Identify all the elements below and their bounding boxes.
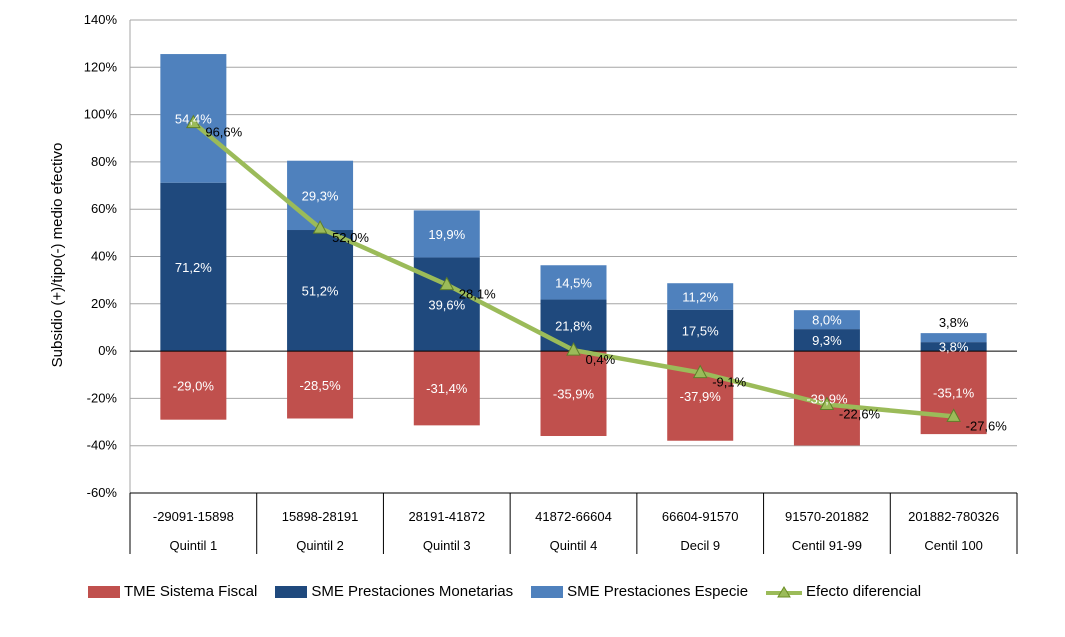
y-axis-ticks: 140% 120% 100% 80% 60% 40% 20% 0% -20% -40% -60% [84,12,118,500]
data-label-monetarias: 9,3% [812,333,842,348]
legend-item-especie: SME Prestaciones Especie [531,583,748,600]
legend-swatch-especie [531,585,564,598]
category-group-label: Centil 100 [924,538,983,553]
data-label-efecto: 52,0% [332,230,369,245]
bar-sme-prestaciones-especie [793,310,860,330]
category-group-label: Quintil 1 [170,538,218,553]
data-label-monetarias: 39,6% [428,297,465,312]
bar-sme-prestaciones-especie [540,265,607,300]
data-label-monetarias: 51,2% [302,284,339,299]
category-group-label: Quintil 2 [296,538,344,553]
y-tick-label: -60% [87,485,118,500]
data-label-tme: -35,1% [933,386,975,401]
data-label-tme: -29,0% [173,378,215,393]
data-label-especie: 29,3% [302,188,339,203]
category-group-label: Quintil 3 [423,538,471,553]
bars [160,54,987,446]
marker-efecto-diferencial [186,114,201,129]
legend-item-monetarias: SME Prestaciones Monetarias [275,583,513,600]
data-label-monetarias: 3,8% [939,340,969,355]
category-range-label: -29091-15898 [153,509,234,524]
data-label-efecto: 0,4% [586,352,616,367]
bar-sme-prestaciones-especie [413,210,480,258]
data-label-efecto: 96,6% [205,125,242,140]
data-label-especie: 8,0% [812,313,842,328]
data-label-efecto: -27,6% [966,418,1008,433]
data-labels: -29,0% 71,2% 54,4% -28,5% 51,2% 29,3% -31,4% 39… [173,111,1008,433]
bar-tme-sistema-fiscal [413,351,480,426]
legend-item-efecto: Efecto diferencial [766,583,921,600]
bar-sme-prestaciones-monetarias [920,342,987,352]
data-label-especie: 19,9% [428,227,465,242]
legend-label-efecto: Efecto diferencial [806,583,922,600]
y-tick-label: 60% [91,201,117,216]
legend-label-tme: TME Sistema Fiscal [124,583,258,600]
y-tick-label: 40% [91,249,117,264]
bar-sme-prestaciones-especie [287,160,354,231]
marker-efecto-diferencial [819,396,835,411]
data-label-tme: -37,9% [680,389,722,404]
data-label-efecto: -9,1% [712,375,746,390]
marker-efecto-diferencial [566,342,581,356]
bar-sme-prestaciones-monetarias [287,230,354,352]
category-group-label: Centil 91-99 [792,538,862,553]
y-tick-label: 140% [84,12,118,27]
legend-swatch-tme [88,585,120,598]
category-range-label: 66604-91570 [662,509,739,524]
y-tick-label: 0% [98,343,117,358]
data-label-especie: 11,2% [682,289,718,304]
legend: TME Sistema Fiscal SME Prestaciones Mone… [88,583,939,600]
legend-item-tme: TME Sistema Fiscal [88,583,257,600]
category-range-label: 15898-28191 [282,509,359,524]
category-group-label: Quintil 4 [550,538,598,553]
data-label-tme: -31,4% [426,381,468,396]
legend-swatch-efecto [766,585,803,597]
y-tick-label: -40% [87,438,118,453]
data-label-efecto: 28,1% [459,287,496,302]
data-label-tme: -35,9% [553,387,595,402]
marker-efecto-diferencial [439,276,455,291]
marker-efecto-diferencial [312,220,328,234]
category-range-label: 91570-201882 [785,509,869,524]
line-series [186,114,961,422]
data-label-monetarias: 21,8% [555,318,592,333]
data-label-tme: -28,5% [299,378,341,393]
bar-tme-sistema-fiscal [540,351,607,437]
data-label-tme: -39,9% [806,391,848,406]
y-axis-label: Subsidio (+)/tipo(-) medio efectivo [49,143,66,368]
legend-label-especie: SME Prestaciones Especie [567,583,749,600]
data-label-especie: 3,8% [939,315,969,330]
data-label-monetarias: 71,2% [175,260,212,275]
category-range-label: 201882-780326 [908,509,999,524]
y-tick-label: 20% [91,296,117,311]
bar-sme-prestaciones-especie [667,283,734,310]
data-label-monetarias: 17,5% [682,323,719,338]
legend-label-monetarias: SME Prestaciones Monetarias [311,583,514,600]
data-label-especie: 54,4% [175,111,212,126]
legend-swatch-monetarias [275,585,308,598]
bar-sme-prestaciones-monetarias [793,329,860,352]
marker-efecto-diferencial [946,408,961,422]
bar-tme-sistema-fiscal [160,351,227,420]
data-label-especie: 14,5% [555,275,592,290]
y-tick-label: -20% [87,390,118,405]
bar-sme-prestaciones-especie [920,333,987,343]
y-tick-label: 80% [91,154,117,169]
data-label-efecto: -22,6% [839,407,881,422]
bar-sme-prestaciones-monetarias [667,309,734,352]
bar-tme-sistema-fiscal [287,351,354,419]
category-range-label: 41872-66604 [535,509,612,524]
bar-sme-prestaciones-monetarias [160,182,227,352]
y-tick-label: 120% [84,59,118,74]
category-group-label: Decil 9 [680,538,720,553]
category-range-label: 28191-41872 [408,509,485,524]
y-tick-label: 100% [84,107,118,122]
marker-efecto-diferencial [692,364,708,379]
x-axis-categories: -29091-15898 Quintil 1 15898-28191 Quintil … [129,492,1018,554]
